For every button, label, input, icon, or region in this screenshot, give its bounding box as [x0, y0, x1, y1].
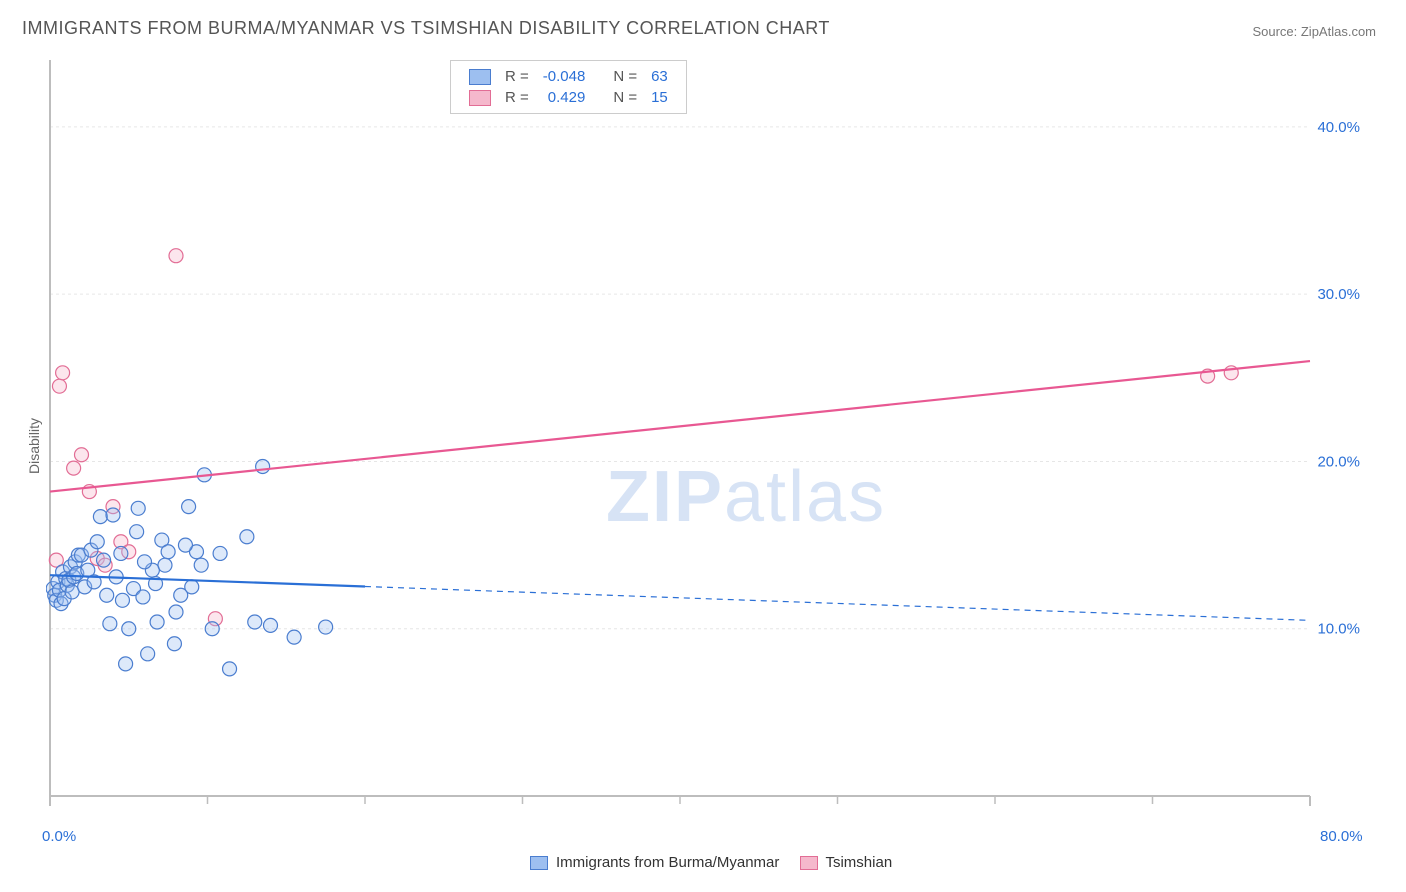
legend-label-a: Immigrants from Burma/Myanmar: [556, 854, 779, 871]
series-legend: Immigrants from Burma/Myanmar Tsimshian: [0, 854, 1406, 871]
swatch-series-a-bottom: [530, 856, 548, 870]
plot-area: 10.0%20.0%30.0%40.0% ZIPatlas: [46, 56, 1366, 816]
swatch-series-a: [469, 69, 491, 85]
n-label: N =: [607, 67, 643, 86]
x-tick-80: 80.0%: [1320, 828, 1363, 845]
r-value-a: -0.048: [537, 67, 592, 86]
chart-container: IMMIGRANTS FROM BURMA/MYANMAR VS TSIMSHI…: [0, 0, 1406, 892]
n-value-b: 15: [645, 88, 674, 107]
swatch-series-b-bottom: [800, 856, 818, 870]
x-tick-0: 0.0%: [42, 828, 76, 845]
svg-text:10.0%: 10.0%: [1317, 621, 1360, 638]
r-label: R =: [499, 67, 535, 86]
svg-text:30.0%: 30.0%: [1317, 286, 1360, 303]
y-axis-label: Disability: [26, 418, 42, 474]
legend-label-b: Tsimshian: [825, 854, 892, 871]
r-value-b: 0.429: [537, 88, 592, 107]
correlation-legend: R = -0.048 N = 63 R = 0.429 N = 15: [450, 60, 687, 114]
source-label: Source: ZipAtlas.com: [1252, 24, 1376, 39]
scatter-chart-svg: 10.0% 20.0% 30.0% 40.0%: [46, 56, 1366, 816]
chart-title: IMMIGRANTS FROM BURMA/MYANMAR VS TSIMSHI…: [22, 18, 830, 39]
swatch-series-b: [469, 90, 491, 106]
svg-text:20.0%: 20.0%: [1317, 453, 1360, 470]
n-value-a: 63: [645, 67, 674, 86]
legend-row-series-a: R = -0.048 N = 63: [463, 67, 674, 86]
legend-row-series-b: R = 0.429 N = 15: [463, 88, 674, 107]
svg-text:40.0%: 40.0%: [1317, 119, 1360, 136]
